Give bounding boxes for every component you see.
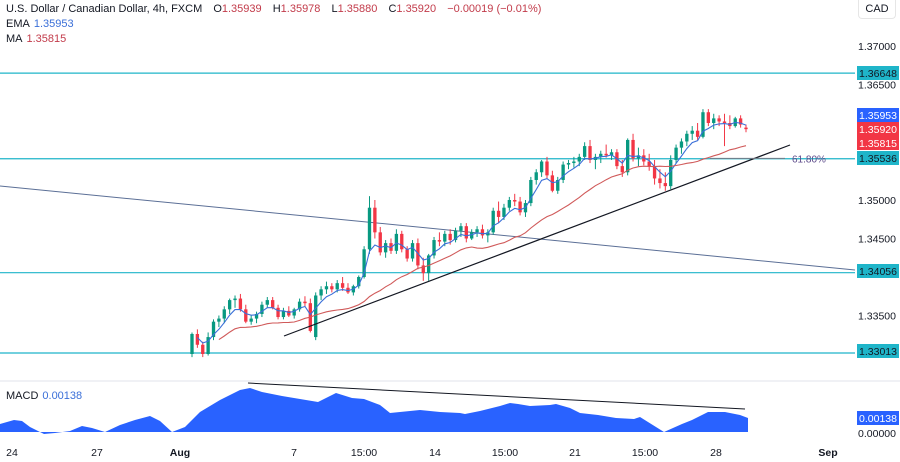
open-value: O1.35939 [213,3,262,15]
price-tag: 1.35815 [857,136,899,150]
svg-text:1.33013: 1.33013 [859,346,897,358]
price-tick: 1.35000 [858,195,896,207]
svg-text:0.00138: 0.00138 [859,413,897,425]
time-tick: 24 [6,447,18,459]
macd-legend[interactable]: MACD 0.00138 [6,390,83,402]
time-tick: Aug [169,447,191,459]
price-tag: 1.35953 [857,108,899,122]
close-value: C1.35920 [388,3,437,15]
price-tag: 1.35920 [857,122,899,136]
time-tick: 27 [91,447,103,459]
fib-label: 61.80% [792,154,826,165]
price-tag: 1.33013 [857,344,899,358]
uptrend-line[interactable] [283,144,791,337]
high-value: H1.35978 [272,3,321,15]
time-tick: 15:00 [491,447,519,459]
change-value: −0.00019 (−0.01%) [447,3,542,15]
macd-zero-tick: 0.00000 [858,428,896,440]
chart-legend: U.S. Dollar / Canadian Dollar, 4h, FXCM … [6,2,541,47]
time-tick: 15:00 [631,447,659,459]
symbol-row: U.S. Dollar / Canadian Dollar, 4h, FXCM … [6,2,541,17]
time-tick: 14 [429,447,441,459]
low-value: L1.35880 [331,3,378,15]
price-tick: 1.33500 [858,311,896,323]
time-tick: 28 [710,447,722,459]
time-tick: 21 [569,447,581,459]
svg-text:1.35815: 1.35815 [859,138,897,150]
svg-text:1.34056: 1.34056 [859,266,897,278]
candles [190,109,748,358]
price-tick: 1.37000 [858,41,896,53]
time-tick: Sep [818,447,838,459]
svg-text:1.36648: 1.36648 [859,68,897,80]
svg-text:1.35536: 1.35536 [859,153,897,165]
macd-histogram-area[interactable] [0,388,748,434]
svg-text:1.35953: 1.35953 [859,110,897,122]
price-tick: 1.34500 [858,234,896,246]
macd-divergence-line[interactable] [247,382,746,410]
price-tag: 1.36648 [857,66,899,80]
time-tick: 7 [291,447,297,459]
symbol-title: U.S. Dollar / Canadian Dollar, 4h, FXCM [6,3,203,15]
price-tag: 1.34056 [857,264,899,278]
ema-legend[interactable]: EMA 1.35953 [6,18,74,30]
ma-line[interactable] [218,145,747,341]
ma-legend[interactable]: MA 1.35815 [6,33,67,45]
currency-button[interactable]: CAD [858,0,896,19]
price-tag: 1.35536 [857,151,899,165]
price-tick: 1.36500 [858,80,896,92]
macd-value-tag: 0.00138 [857,411,899,425]
svg-text:1.35920: 1.35920 [859,124,897,136]
downtrend-line[interactable] [0,185,856,271]
time-tick: 15:00 [350,447,378,459]
